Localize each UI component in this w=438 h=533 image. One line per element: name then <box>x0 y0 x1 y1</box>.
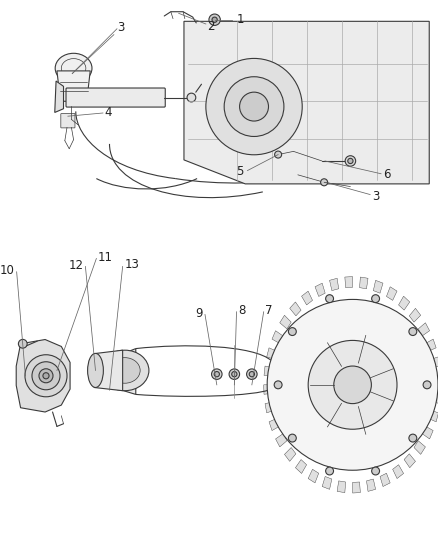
Circle shape <box>372 467 380 475</box>
Polygon shape <box>432 375 438 385</box>
Polygon shape <box>380 473 390 487</box>
Circle shape <box>274 381 282 389</box>
Circle shape <box>249 372 254 377</box>
Circle shape <box>240 92 268 121</box>
Circle shape <box>187 93 196 102</box>
Ellipse shape <box>88 353 103 387</box>
Circle shape <box>372 295 380 303</box>
Polygon shape <box>296 459 307 473</box>
Text: 4: 4 <box>104 107 112 119</box>
Text: 3: 3 <box>117 21 125 34</box>
Circle shape <box>288 434 296 442</box>
Polygon shape <box>418 323 430 336</box>
Polygon shape <box>392 465 403 479</box>
Polygon shape <box>112 349 136 394</box>
Polygon shape <box>399 296 410 310</box>
Polygon shape <box>302 291 313 305</box>
Circle shape <box>209 14 220 26</box>
Polygon shape <box>315 283 325 296</box>
Polygon shape <box>345 277 353 288</box>
Circle shape <box>212 17 217 22</box>
Circle shape <box>224 77 284 136</box>
Polygon shape <box>373 280 383 293</box>
Text: 13: 13 <box>124 259 139 271</box>
Text: 11: 11 <box>98 251 113 264</box>
Polygon shape <box>329 278 339 290</box>
Text: 10: 10 <box>0 264 14 277</box>
Circle shape <box>212 369 222 379</box>
Text: 5: 5 <box>237 165 244 178</box>
Polygon shape <box>422 426 433 439</box>
Polygon shape <box>284 448 296 462</box>
Polygon shape <box>337 481 346 492</box>
Ellipse shape <box>55 53 92 83</box>
Polygon shape <box>428 410 438 422</box>
Circle shape <box>345 156 356 166</box>
Polygon shape <box>414 441 425 454</box>
FancyBboxPatch shape <box>66 88 165 107</box>
Circle shape <box>308 341 397 429</box>
Circle shape <box>325 295 333 303</box>
Polygon shape <box>404 454 416 468</box>
Polygon shape <box>360 277 368 289</box>
Text: 1: 1 <box>237 13 244 26</box>
Circle shape <box>321 179 328 186</box>
Polygon shape <box>353 482 360 493</box>
Polygon shape <box>308 469 319 483</box>
Polygon shape <box>184 21 429 184</box>
Circle shape <box>43 373 49 379</box>
Polygon shape <box>265 402 275 413</box>
Text: 8: 8 <box>238 304 246 317</box>
Polygon shape <box>431 393 438 403</box>
Circle shape <box>214 372 219 377</box>
Polygon shape <box>264 385 273 394</box>
Polygon shape <box>264 366 274 376</box>
Circle shape <box>288 328 296 335</box>
Circle shape <box>229 369 240 379</box>
Circle shape <box>334 366 371 403</box>
Circle shape <box>409 434 417 442</box>
Polygon shape <box>425 339 436 351</box>
Circle shape <box>267 300 438 470</box>
Polygon shape <box>267 348 277 360</box>
Ellipse shape <box>110 358 140 383</box>
Circle shape <box>423 381 431 389</box>
Circle shape <box>409 328 417 335</box>
Circle shape <box>32 362 60 390</box>
Text: 12: 12 <box>68 259 83 272</box>
Circle shape <box>206 59 302 155</box>
Polygon shape <box>272 330 283 344</box>
Circle shape <box>348 158 353 164</box>
Polygon shape <box>430 357 438 368</box>
Text: 9: 9 <box>195 307 202 320</box>
Polygon shape <box>276 434 287 447</box>
Polygon shape <box>409 308 421 322</box>
Polygon shape <box>57 71 90 101</box>
Polygon shape <box>386 287 397 301</box>
Polygon shape <box>290 302 301 316</box>
Polygon shape <box>367 479 376 491</box>
Circle shape <box>232 372 237 377</box>
Text: 2: 2 <box>207 20 214 33</box>
Polygon shape <box>280 316 291 329</box>
Circle shape <box>39 369 53 383</box>
Polygon shape <box>94 350 123 391</box>
Polygon shape <box>269 418 280 431</box>
Circle shape <box>247 369 257 379</box>
Circle shape <box>325 467 333 475</box>
Text: 6: 6 <box>383 168 391 181</box>
Circle shape <box>275 151 282 158</box>
Polygon shape <box>55 81 64 112</box>
Ellipse shape <box>101 350 149 391</box>
Polygon shape <box>322 477 332 489</box>
Text: 7: 7 <box>265 304 273 317</box>
Text: 3: 3 <box>372 190 380 203</box>
Polygon shape <box>16 340 70 412</box>
Circle shape <box>18 340 27 348</box>
FancyBboxPatch shape <box>61 114 75 128</box>
Circle shape <box>25 355 67 397</box>
